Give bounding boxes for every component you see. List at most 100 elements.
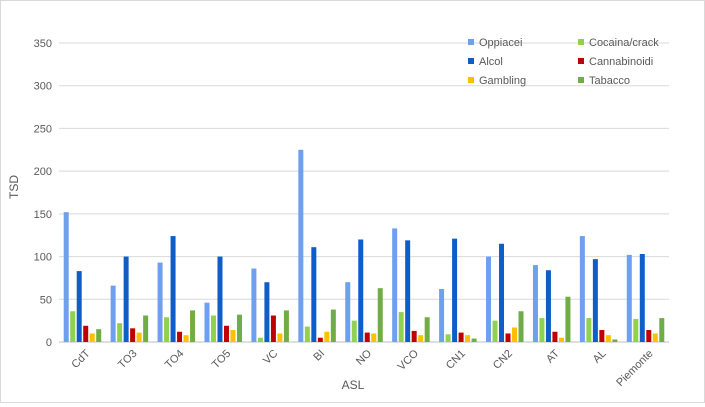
legend-label: Cocaina/crack [589, 37, 659, 49]
y-tick-label: 250 [34, 123, 52, 135]
x-tick-label: BI [311, 348, 327, 364]
bar-tabacco-piemonte [659, 318, 665, 342]
y-tick-label: 50 [40, 294, 52, 306]
y-tick-label: 300 [34, 81, 52, 93]
bar-gambling-at [558, 337, 564, 342]
x-tick-label: AL [591, 348, 609, 366]
bar-cocaina-crack-no [351, 320, 357, 342]
bar-gambling-cn2 [512, 327, 518, 342]
bar-gambling-to3 [136, 332, 142, 342]
bar-alcol-to4 [170, 236, 176, 342]
bar-tabacco-at [565, 296, 571, 342]
bar-cannabinoidi-vco [411, 330, 417, 342]
y-axis-ticks: 0 50 100 150 200 250 300 350 [34, 38, 52, 349]
bar-tabacco-to5 [236, 314, 242, 342]
legend-swatch [468, 77, 474, 83]
bar-tabacco-to4 [190, 310, 196, 342]
bar-alcol-to3 [123, 256, 129, 342]
bar-tabacco-al [612, 339, 618, 342]
bar-oppiacei-al [579, 236, 585, 342]
bar-cocaina-crack-al [586, 318, 592, 342]
bar-oppiacei-vco [392, 228, 398, 342]
bar-cannabinoidi-cn2 [505, 333, 511, 342]
bar-alcol-cn2 [499, 243, 505, 342]
x-tick-label: VC [261, 348, 280, 367]
x-tick-label: VCO [396, 347, 422, 373]
y-tick-label: 350 [34, 38, 52, 50]
bar-tabacco-cn1 [471, 338, 477, 342]
legend-swatch [578, 39, 584, 45]
bar-gambling-vc [277, 333, 283, 342]
bar-gambling-cn1 [465, 335, 471, 342]
bar-oppiacei-no [345, 282, 351, 342]
bar-oppiacei-vc [251, 268, 257, 342]
bar-cannabinoidi-to5 [223, 325, 229, 342]
x-tick-label: CdT [69, 347, 92, 370]
x-axis-title: ASL [342, 378, 365, 392]
bar-oppiacei-to5 [204, 302, 210, 342]
bar-cannabinoidi-al [599, 330, 605, 342]
legend-label: Tabacco [589, 75, 630, 87]
bar-cannabinoidi-at [552, 331, 558, 342]
bar-alcol-no [358, 239, 364, 342]
legend-label: Alcol [479, 56, 503, 68]
legend-swatch [468, 39, 474, 45]
bar-tabacco-no [377, 288, 383, 342]
bar-cocaina-crack-piemonte [633, 318, 639, 342]
bar-oppiacei-bi [298, 149, 304, 342]
x-tick-label: NO [354, 347, 374, 367]
bar-tabacco-to3 [143, 315, 149, 342]
bar-cocaina-crack-to4 [164, 317, 170, 342]
bar-alcol-vco [405, 240, 411, 342]
y-tick-label: 0 [46, 337, 52, 349]
bar-gambling-to5 [230, 330, 236, 342]
bar-alcol-piemonte [639, 254, 645, 342]
bar-gambling-bi [324, 331, 330, 342]
bar-cocaina-crack-vc [257, 337, 263, 342]
bar-tabacco-bi [330, 309, 336, 342]
bar-cannabinoidi-cn1 [458, 332, 464, 342]
x-tick-label: TO4 [163, 348, 186, 371]
bar-tabacco-vco [424, 317, 430, 342]
bar-gambling-vco [418, 335, 424, 342]
legend-label: Gambling [479, 75, 526, 87]
bar-oppiacei-at [532, 265, 538, 342]
bar-cocaina-crack-vco [398, 312, 404, 342]
bar-cannabinoidi-cdt [83, 325, 89, 342]
bar-oppiacei-to4 [157, 262, 163, 342]
bar-cannabinoidi-piemonte [646, 330, 652, 342]
bar-cocaina-crack-at [539, 318, 545, 342]
bar-cocaina-crack-to5 [210, 315, 216, 342]
bar-tabacco-cn2 [518, 311, 524, 342]
x-tick-label: Piemonte [614, 348, 655, 389]
bar-alcol-bi [311, 247, 317, 342]
bar-cocaina-crack-bi [304, 326, 310, 342]
bar-gambling-piemonte [652, 333, 658, 342]
bar-alcol-al [592, 259, 598, 342]
legend-swatch [468, 58, 474, 64]
legend-swatch [578, 77, 584, 83]
bar-oppiacei-cn1 [439, 289, 445, 342]
y-tick-label: 100 [34, 252, 52, 264]
bar-alcol-vc [264, 282, 270, 342]
bar-tabacco-cdt [96, 329, 102, 342]
bar-cocaina-crack-to3 [117, 323, 123, 342]
x-tick-label: TO3 [116, 348, 139, 371]
bar-cannabinoidi-vc [270, 315, 276, 342]
bar-cocaina-crack-cn1 [445, 334, 451, 342]
y-axis-title: TSD [7, 175, 21, 199]
y-tick-label: 150 [34, 209, 52, 221]
bar-tabacco-vc [283, 310, 289, 342]
x-tick-label: TO5 [210, 348, 233, 371]
legend: Oppiacei Cocaina/crack Alcol Cannabinoidi Ga… [468, 37, 659, 87]
bar-cocaina-crack-cdt [70, 311, 76, 342]
bar-cannabinoidi-bi [317, 337, 323, 342]
x-tick-label: CN2 [491, 348, 515, 372]
bar-cannabinoidi-no [364, 332, 370, 342]
bar-alcol-cn1 [452, 238, 458, 342]
bar-cannabinoidi-to3 [130, 328, 136, 342]
bar-cannabinoidi-to4 [177, 331, 183, 342]
bar-alcol-to5 [217, 256, 223, 342]
legend-label: Oppiacei [479, 37, 522, 49]
bar-gambling-to4 [183, 335, 189, 342]
